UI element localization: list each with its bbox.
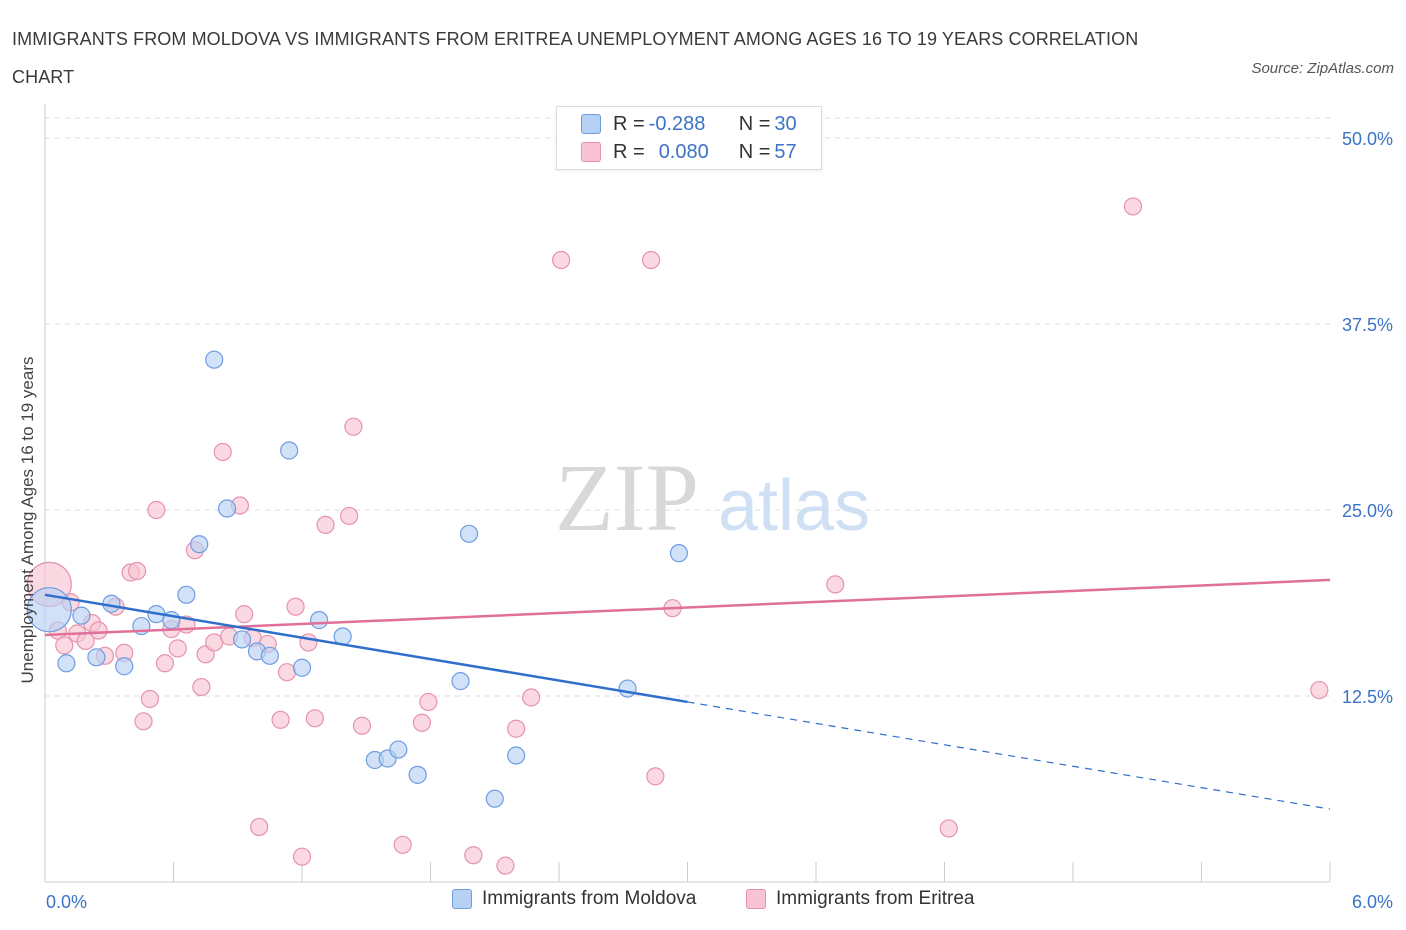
legend-item-eritrea[interactable]: Immigrants from Eritrea — [746, 888, 974, 910]
eritrea-point — [155, 654, 175, 673]
eritrea-swatch — [581, 142, 601, 162]
eritrea-point — [646, 767, 665, 786]
r-value: -0.288 — [648, 112, 706, 135]
axes — [44, 104, 1331, 883]
eritrea-trend-line — [44, 578, 1331, 637]
n-value: 57 — [774, 140, 797, 163]
eritrea-point — [213, 442, 232, 462]
moldova-point — [190, 535, 209, 554]
eritrea-point — [305, 709, 324, 728]
n-value: 30 — [774, 112, 797, 135]
chart-title: IMMIGRANTS FROM MOLDOVA VS IMMIGRANTS FR… — [12, 29, 1139, 87]
x-tick-label-max: 6.0% — [1352, 892, 1393, 912]
moldova-point — [260, 646, 279, 665]
y-tick-label: 12.5% — [1342, 687, 1393, 707]
axis-labels: 12.5% 25.0% 37.5% 50.0% 0.0% 6.0% Unemployment… — [18, 129, 1393, 912]
watermark-zip: ZIP — [555, 444, 699, 551]
eritrea-point — [352, 716, 372, 735]
eritrea-point — [299, 633, 318, 652]
eritrea-point — [134, 712, 153, 731]
y-tick-label: 37.5% — [1342, 315, 1393, 335]
eritrea-point — [507, 719, 526, 738]
eritrea-point — [140, 689, 160, 709]
y-axis-label: Unemployment Among Ages 16 to 19 years — [18, 357, 37, 684]
moldova-point — [310, 611, 329, 630]
eritrea-point — [464, 846, 483, 865]
eritrea-point — [496, 856, 515, 875]
correlation-legend: R = -0.288 N = 30 R = 0.080 N = 57 — [556, 106, 822, 170]
moldova-point — [292, 658, 312, 677]
moldova-point — [72, 606, 91, 625]
eritrea-point — [939, 819, 958, 838]
moldova-point — [451, 672, 470, 691]
legend-label-moldova: Immigrants from Moldova — [482, 888, 697, 909]
eritrea-point — [89, 621, 108, 640]
moldova-point — [389, 740, 408, 759]
eritrea-point — [250, 817, 269, 837]
legend-row-eritrea: R = 0.080 N = 57 — [581, 138, 797, 166]
r-value: 0.080 — [658, 140, 709, 163]
moldova-point — [26, 587, 72, 633]
eritrea-point — [393, 835, 412, 854]
n-label: N = — [738, 112, 771, 135]
eritrea-point — [344, 417, 363, 436]
eritrea-point — [641, 250, 661, 270]
eritrea-point — [292, 847, 312, 866]
moldova-point — [280, 441, 299, 460]
eritrea-legend-swatch — [746, 889, 766, 909]
legend-row-moldova: R = -0.288 N = 30 — [581, 110, 797, 138]
eritrea-point — [168, 639, 187, 658]
eritrea-point — [127, 561, 147, 581]
moldova-point — [618, 679, 637, 698]
moldova-point — [485, 789, 504, 808]
y-tick-label: 25.0% — [1342, 501, 1393, 521]
trend-lines — [44, 578, 1331, 810]
moldova-swatch — [581, 114, 601, 134]
moldova-point — [57, 654, 76, 673]
eritrea-point — [235, 605, 254, 624]
moldova-point — [177, 585, 196, 604]
r-label: R = — [613, 140, 645, 163]
x-tick-label-min: 0.0% — [46, 892, 87, 912]
legend-label-eritrea: Immigrants from Eritrea — [776, 888, 975, 909]
moldova-point — [115, 657, 134, 676]
eritrea-point — [412, 713, 432, 732]
moldova-trend-line — [44, 593, 688, 704]
r-label: R = — [613, 112, 645, 135]
eritrea-point — [340, 506, 359, 526]
eritrea-point — [147, 500, 166, 520]
moldova-trend-extension — [687, 701, 1331, 810]
moldova-point — [217, 499, 237, 518]
eritrea-point — [316, 515, 335, 534]
eritrea-point — [277, 663, 297, 682]
eritrea-point — [192, 677, 211, 697]
eritrea-point — [1123, 197, 1143, 216]
moldova-point — [669, 544, 689, 563]
watermark-atlas: atlas — [718, 466, 870, 546]
y-tick-label: 50.0% — [1342, 129, 1393, 149]
eritrea-point — [522, 688, 541, 707]
eritrea-point — [271, 710, 290, 729]
legend-item-moldova[interactable]: Immigrants from Moldova — [452, 888, 696, 910]
eritrea-point — [826, 575, 845, 594]
moldova-point — [408, 765, 427, 784]
data-points — [26, 197, 1329, 875]
chart-source: Source: ZipAtlas.com — [1251, 60, 1394, 77]
moldova-point — [87, 648, 106, 667]
moldova-point — [507, 746, 526, 765]
eritrea-point — [1310, 680, 1329, 700]
moldova-point — [205, 350, 224, 369]
eritrea-point — [55, 636, 74, 655]
moldova-point — [459, 524, 479, 543]
eritrea-point — [419, 692, 438, 712]
eritrea-point — [286, 597, 305, 616]
n-label: N = — [738, 140, 771, 163]
moldova-point — [232, 630, 252, 649]
watermark: ZIP atlas — [555, 444, 870, 551]
moldova-legend-swatch — [452, 889, 472, 909]
eritrea-point — [552, 250, 571, 270]
